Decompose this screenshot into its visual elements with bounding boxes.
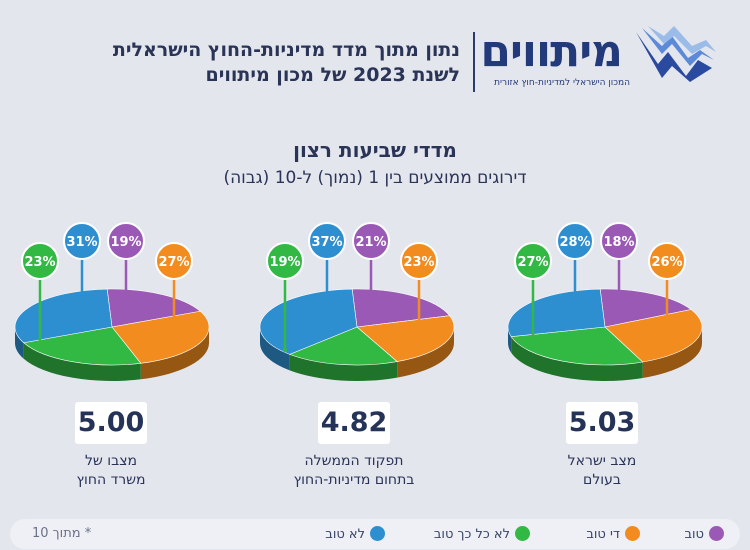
pie-slice [356,315,455,362]
pie-slice-side [23,342,141,381]
label-anchor-dot [172,334,176,339]
data-label: 37% [311,235,342,250]
section-subtitle: דירוגים ממוצעים בין 1 (נמוך) ל-10 (גבוה) [223,168,527,188]
chart-caption-line2: משרד החוץ [76,472,146,488]
pie-slice-side [15,327,24,359]
pie-slice-side [642,327,702,379]
data-label: 18% [603,235,634,250]
legend-item-not-so-good: לא כל כך טוב [434,526,530,542]
label-anchor-dot [617,304,621,309]
pie-slice [288,326,398,366]
logo-tagline: המכון הישראלי למדיניות-חוץ אזורית [494,78,630,88]
data-label: 19% [269,255,300,270]
chart-caption-line2: בתחום מדיניות-החוץ [293,472,415,488]
legend-label: לא כל כך טוב [433,527,510,542]
header: מיתווים המכון הישראלי למדיניות-חוץ אזורי… [0,0,750,120]
pie-chart: 21% 23% 19% 37% [259,222,455,381]
pie-slice [111,310,210,364]
label-anchor-dot [124,304,128,309]
score-value: 4.82 [318,402,390,444]
score-value: 5.00 [75,402,147,444]
chart-caption: מצבו של משרד החוץ [21,452,201,490]
data-label-bubble [266,242,304,280]
chart-caption: תפקוד הממשלה בתחום מדיניות-החוץ [264,452,444,490]
pie-slice-side [289,354,398,381]
pie-slice [351,288,451,328]
data-label-bubble [514,242,552,280]
legend-item-good: טוב [684,526,724,542]
data-label: 27% [158,255,189,270]
legend-label: לא טוב [325,527,365,542]
legend-dot-not-good [370,526,385,541]
legend-dot-fair [625,526,640,541]
pie-chart: 19% 27% 23% 31% [14,222,210,381]
data-label-bubble [352,222,390,260]
legend-dot-not-so-good [515,526,530,541]
legend-label: די טוב [586,527,620,542]
label-anchor-dot [417,334,421,339]
data-label: 27% [517,255,548,270]
header-title: נתון מתוך מדד מדיניות-החוץ הישראלית לשנת… [113,38,460,88]
data-label: 23% [24,255,55,270]
header-divider [473,32,475,92]
legend-note: * מתוך 10 [32,526,92,541]
pie-slice [510,326,644,366]
legend-item-not-good: לא טוב [325,526,385,542]
data-label: 31% [66,235,97,250]
pie-slice [23,326,142,366]
label-anchor-dot [531,346,535,351]
section-title: מדדי שביעות רצון [293,138,457,162]
pie-slice-side [260,327,290,371]
label-anchor-dot [573,311,577,316]
logo-name: מיתווים [480,26,623,77]
pie-slice [599,288,692,328]
label-anchor-dot [665,333,669,338]
data-label-bubble [21,242,59,280]
data-label-bubble [400,242,438,280]
pie-slice [106,288,201,328]
label-anchor-dot [283,348,287,353]
legend-label: טוב [684,527,705,542]
header-title-line1: נתון מתוך מדד מדיניות-החוץ הישראלית [112,39,460,61]
data-label-bubble [63,222,101,260]
label-anchor-dot [325,316,329,321]
legend: טוב די טוב לא כל כך טוב לא טוב * מתוך 10 [10,519,740,549]
pie-slice-side [511,336,643,381]
chart-caption: מצב ישראל בעולם [512,452,692,490]
chart-caption-line1: מצבו של [84,453,138,469]
data-label: 26% [651,255,682,270]
pie-charts: 18% 26% 27% 28% 21% 23% 19% 37% 19% 27% 23% 31% [14,222,703,381]
legend-item-fair: די טוב [586,526,640,542]
pie-slice-side [397,327,454,378]
pie-slice-side [508,327,512,353]
data-label: 19% [110,235,141,250]
data-label: 28% [559,235,590,250]
pie-slice-side [140,327,209,380]
data-label-bubble [308,222,346,260]
data-label-bubble [600,222,638,260]
score-value: 5.03 [566,402,638,444]
label-anchor-dot [38,346,42,351]
data-label-bubble [107,222,145,260]
data-label: 21% [355,235,386,250]
data-label-bubble [155,242,193,280]
label-anchor-dot [80,312,84,317]
legend-dot-good [709,526,724,541]
label-anchor-dot [369,305,373,310]
pie-slice [604,309,703,363]
logo-icon [636,26,716,82]
data-label-bubble [556,222,594,260]
pie-chart: 18% 26% 27% 28% [507,222,703,381]
header-title-line2: לשנת 2023 של מכון מיתווים [205,64,461,86]
chart-caption-line1: תפקוד הממשלה [304,453,404,469]
data-label-bubble [648,242,686,280]
chart-caption-line2: בעולם [583,472,621,488]
data-label: 23% [403,255,434,270]
chart-caption-line1: מצב ישראל [567,453,637,469]
